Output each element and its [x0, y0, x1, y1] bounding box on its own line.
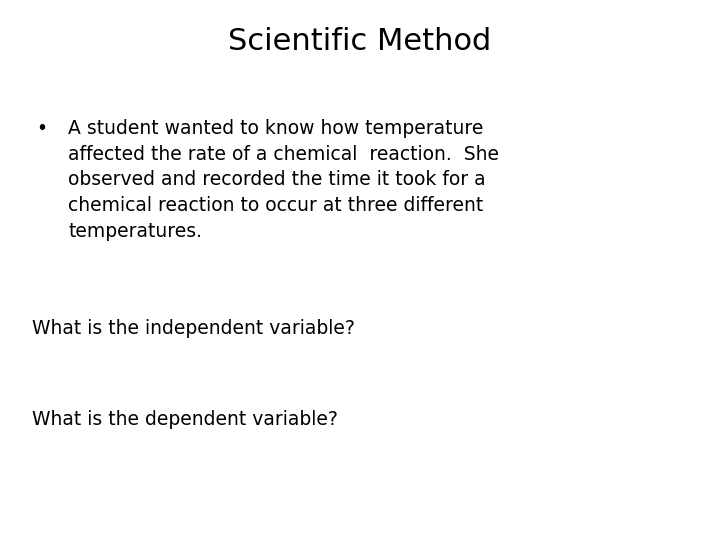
Text: What is the independent variable?: What is the independent variable?: [32, 319, 355, 338]
Text: What is the dependent variable?: What is the dependent variable?: [32, 410, 338, 429]
Text: •: •: [36, 119, 47, 138]
Text: Scientific Method: Scientific Method: [228, 27, 492, 56]
Text: A student wanted to know how temperature
affected the rate of a chemical  reacti: A student wanted to know how temperature…: [68, 119, 500, 241]
